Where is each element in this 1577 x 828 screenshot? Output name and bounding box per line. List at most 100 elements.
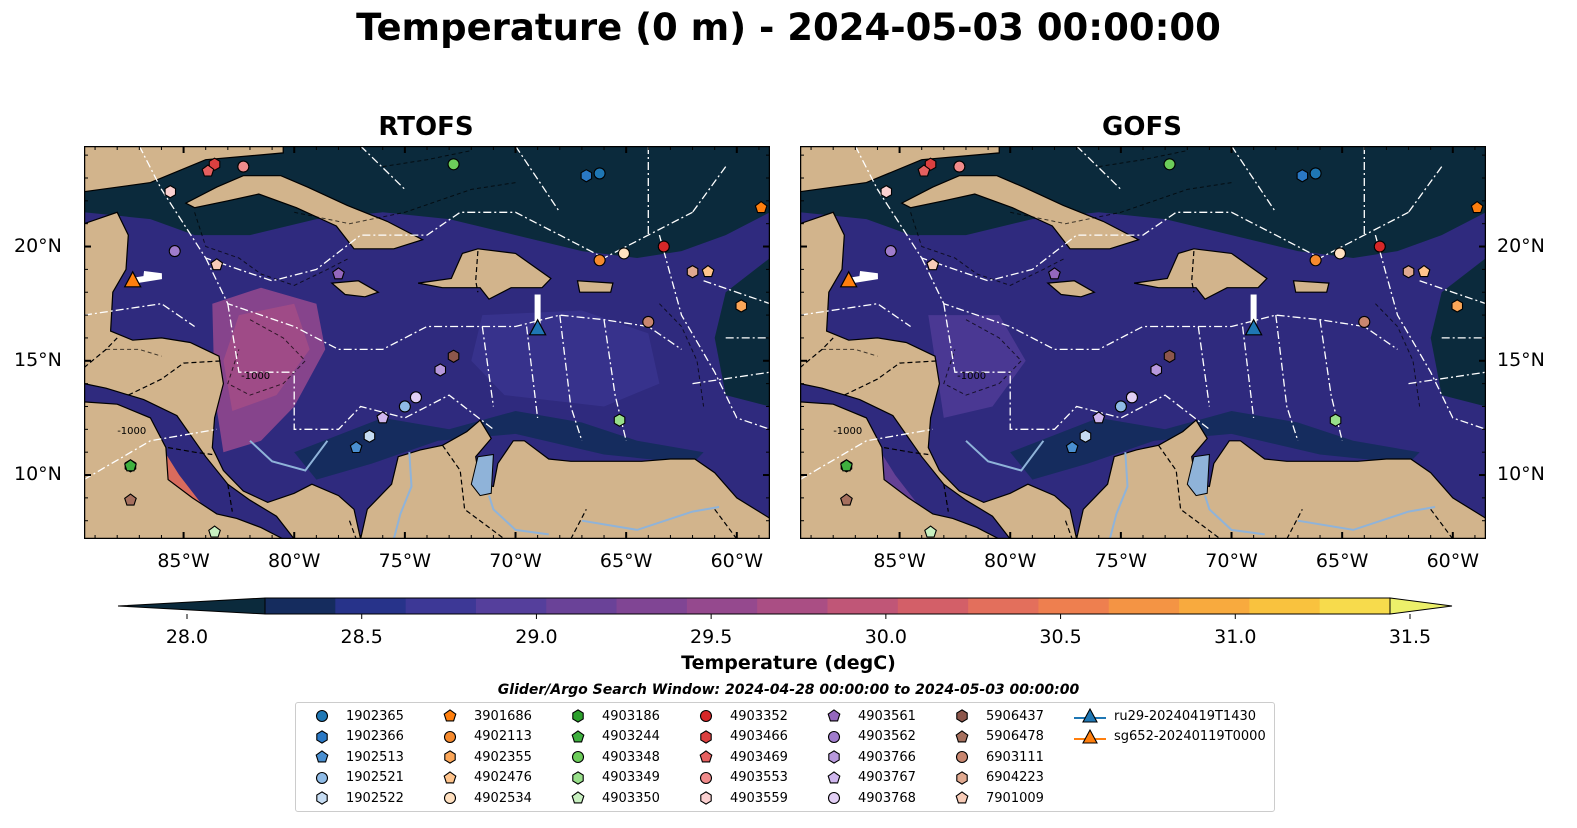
eez-boundary [692, 371, 770, 385]
bathymetry-contour [382, 150, 472, 168]
southern-upwelling [294, 411, 704, 480]
legend-item: 4903349 [560, 768, 660, 788]
legend-item: 4902476 [432, 768, 532, 788]
float-marker [926, 258, 940, 271]
eez-boundary [525, 326, 539, 418]
legend-marker [443, 730, 457, 743]
legend-marker-shape [444, 750, 456, 764]
river [1204, 495, 1265, 536]
float-marker [1329, 413, 1342, 427]
eez-boundary [481, 326, 495, 407]
legend-marker [316, 791, 328, 805]
eez-boundary [1275, 315, 1299, 442]
legend-item: 1902522 [304, 788, 404, 808]
eez-boundary [703, 280, 770, 305]
south-america-land [359, 419, 770, 539]
lat-tick-label-left: 15°N [14, 348, 62, 371]
legend-item: 4903466 [688, 727, 788, 747]
legend-item: 1902365 [304, 706, 404, 726]
float-marker [124, 493, 137, 506]
float-marker [164, 184, 177, 199]
legend-item: 5906437 [944, 706, 1044, 726]
jamaica-land [330, 280, 380, 298]
river [1108, 452, 1129, 539]
float-marker [593, 167, 606, 180]
country-border [570, 509, 587, 539]
south-america-land [1075, 419, 1486, 539]
bathymetry-contour [659, 303, 705, 407]
legend-marker-shape [571, 791, 585, 804]
legend-item: 4903352 [688, 706, 788, 726]
legend-marker-shape [955, 791, 969, 804]
colorbar-bin [1038, 598, 1110, 614]
legend-marker [1074, 728, 1106, 744]
legend-label: 4903466 [730, 729, 788, 744]
float-marker [1163, 158, 1176, 171]
country-border [1286, 509, 1303, 539]
panel-title-gofs: GOFS [1102, 112, 1182, 142]
colorbar-tick-label: 30.5 [1039, 626, 1081, 648]
lon-tick-label: 80°W [267, 550, 321, 572]
map-gofs[interactable]: -1000 -1000 [800, 146, 1486, 539]
legend-marker-shape [699, 750, 713, 763]
river [965, 440, 1045, 472]
lat-tick-label-left: 10°N [14, 463, 62, 486]
float-marker [447, 349, 460, 363]
legend-marker-shape [315, 771, 329, 784]
legend-marker-shape [827, 709, 841, 722]
legend-item: 4903348 [560, 747, 660, 767]
cuba-land [184, 175, 425, 250]
colorbar-bin [757, 598, 828, 614]
central-america-land [800, 211, 1078, 539]
colorbar-tick-label: 29.5 [690, 626, 732, 648]
legend-item: 6903111 [944, 747, 1044, 767]
glider-marker [123, 270, 142, 288]
colorbar-label: Temperature (degC) [681, 652, 896, 674]
legend-item: 4902113 [432, 727, 532, 747]
map-rtofs[interactable]: -1000 -1000 [84, 146, 770, 539]
jamaica-land [1046, 280, 1096, 298]
legend-label: 4902476 [474, 770, 532, 785]
float-marker [701, 264, 715, 278]
legend-label: 4903352 [730, 708, 788, 724]
colorbar-tick-label: 29.0 [515, 626, 557, 648]
legend-marker [571, 729, 585, 742]
legend-marker [443, 770, 457, 783]
contour-label: -1000 [241, 371, 270, 382]
legend-item: 7901009 [944, 788, 1044, 808]
colorbar-bin [827, 598, 899, 614]
legend-marker-shape [571, 750, 585, 764]
glider-marker [839, 270, 858, 288]
legend-label: 1902365 [346, 708, 404, 724]
float-marker [735, 299, 748, 313]
lat-tick-label-left: 20°N [14, 234, 62, 257]
legend-marker-shape [571, 729, 585, 742]
legend-marker [315, 771, 329, 784]
float-marker [1092, 411, 1106, 424]
legend-label: 4903469 [730, 749, 788, 765]
float-marker [1451, 299, 1464, 313]
float-marker [924, 525, 937, 538]
legend-item: 4902355 [432, 747, 532, 767]
legend-label: 6903111 [986, 749, 1044, 765]
bathymetry-contour [1375, 303, 1421, 407]
legend-marker [699, 750, 713, 763]
country-border [800, 337, 834, 369]
legend-marker-shape [827, 730, 841, 743]
colorbar-bin [265, 598, 336, 614]
eez-boundary [360, 146, 406, 190]
eez-boundary [1419, 280, 1486, 305]
lon-tick-label: 65°W [599, 550, 653, 572]
float-marker [617, 247, 630, 260]
eez-boundary [800, 428, 933, 481]
float-marker [1470, 200, 1484, 214]
country-border [475, 251, 479, 293]
legend-marker-shape [443, 709, 457, 722]
river [488, 495, 549, 536]
legend-marker [699, 771, 713, 784]
colorbar-bin [475, 598, 547, 614]
float-marker [332, 267, 345, 280]
legend-item: ru29-20240419T1430 [1072, 706, 1256, 726]
legend-label: 4903348 [602, 749, 660, 765]
puerto-rico-land [576, 280, 614, 293]
